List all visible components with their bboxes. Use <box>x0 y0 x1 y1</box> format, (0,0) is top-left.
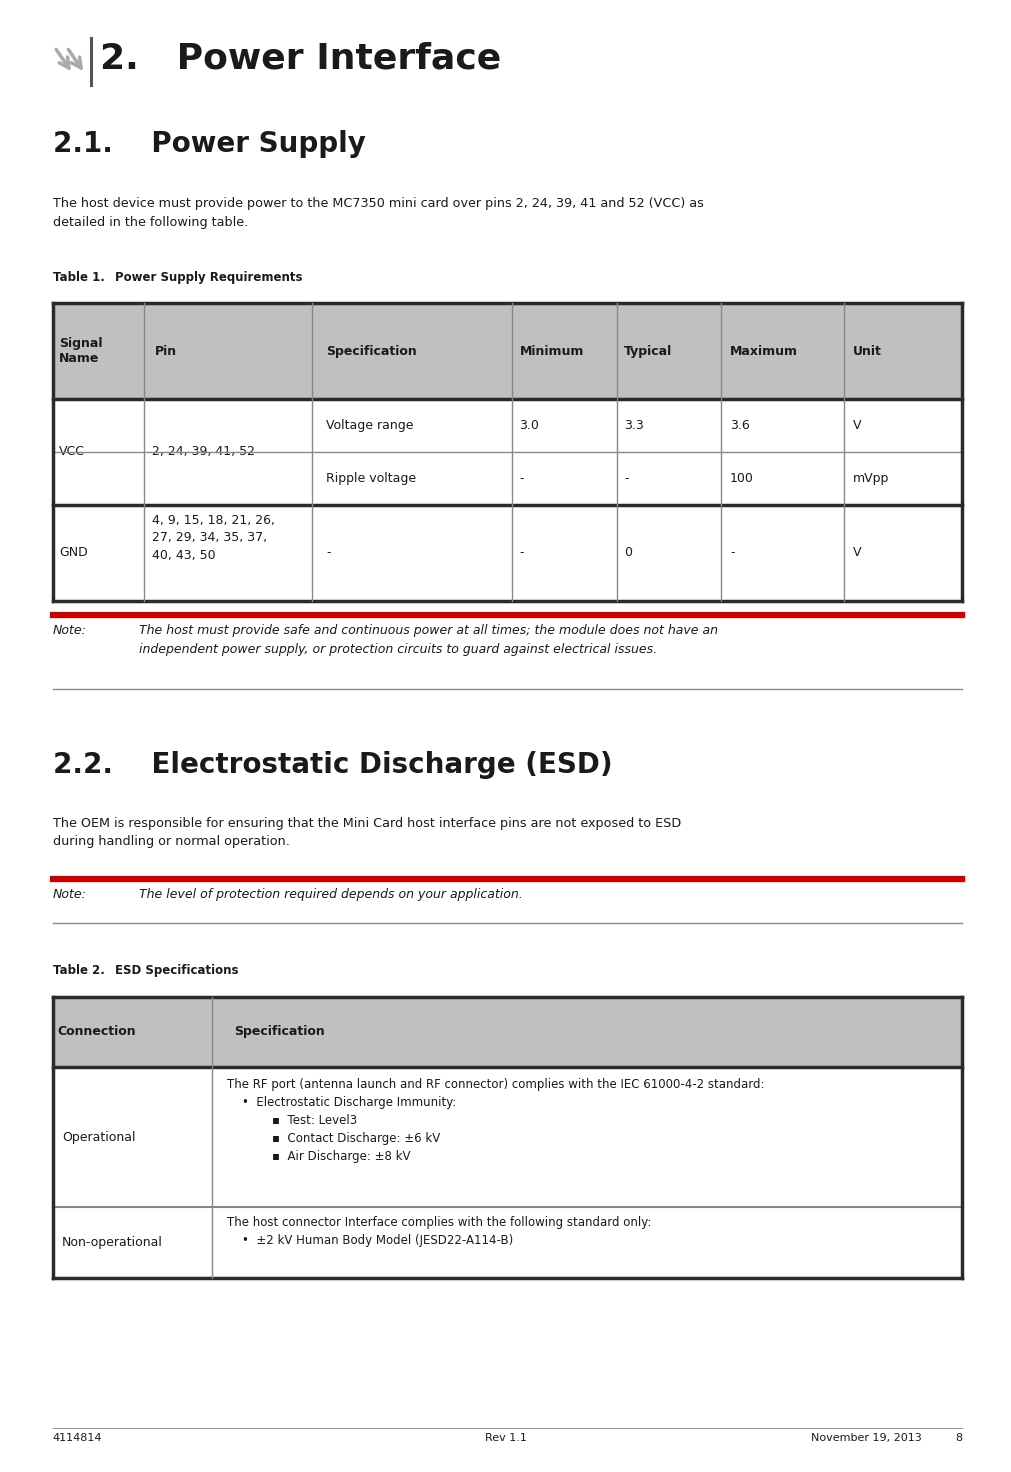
Text: Ripple voltage: Ripple voltage <box>326 473 417 484</box>
Text: 4114814: 4114814 <box>53 1432 102 1443</box>
Text: 2.2.    Electrostatic Discharge (ESD): 2.2. Electrostatic Discharge (ESD) <box>53 751 613 779</box>
Text: ESD Specifications: ESD Specifications <box>115 964 239 977</box>
Text: Typical: Typical <box>624 344 672 358</box>
Text: VCC: VCC <box>59 446 85 458</box>
Text: The OEM is responsible for ensuring that the Mini Card host interface pins are n: The OEM is responsible for ensuring that… <box>53 817 680 848</box>
Text: 3.0: 3.0 <box>520 420 539 431</box>
Text: Maximum: Maximum <box>730 344 798 358</box>
Text: V: V <box>852 420 861 431</box>
Text: Operational: Operational <box>62 1130 135 1144</box>
Text: Minimum: Minimum <box>520 344 583 358</box>
Text: Rev 1.1: Rev 1.1 <box>484 1432 527 1443</box>
Text: -: - <box>730 546 734 559</box>
Text: -: - <box>624 473 629 484</box>
Bar <box>53 505 962 601</box>
Text: The host device must provide power to the MC7350 mini card over pins 2, 24, 39, : The host device must provide power to th… <box>53 197 704 228</box>
Text: 0: 0 <box>624 546 632 559</box>
Bar <box>53 1067 962 1207</box>
Text: 8: 8 <box>955 1432 962 1443</box>
Bar <box>53 399 962 452</box>
Text: Unit: Unit <box>852 344 882 358</box>
Text: The RF port (antenna launch and RF connector) complies with the IEC 61000-4-2 st: The RF port (antenna launch and RF conne… <box>226 1078 764 1163</box>
Text: Power Supply Requirements: Power Supply Requirements <box>115 271 302 284</box>
Text: Table 1.: Table 1. <box>53 271 104 284</box>
Text: 2.1.    Power Supply: 2.1. Power Supply <box>53 130 365 158</box>
Text: Specification: Specification <box>326 344 417 358</box>
Text: V: V <box>852 546 861 559</box>
Text: Voltage range: Voltage range <box>326 420 413 431</box>
Text: Specification: Specification <box>235 1026 326 1038</box>
Text: Pin: Pin <box>156 344 178 358</box>
Text: Note:: Note: <box>53 624 87 637</box>
Text: mVpp: mVpp <box>852 473 889 484</box>
Text: Note:: Note: <box>53 888 87 901</box>
Text: 3.3: 3.3 <box>624 420 644 431</box>
Text: The host must provide safe and continuous power at all times; the module does no: The host must provide safe and continuou… <box>139 624 718 655</box>
Text: 2, 24, 39, 41, 52: 2, 24, 39, 41, 52 <box>152 446 255 458</box>
Text: The host connector Interface complies with the following standard only:
    •  ±: The host connector Interface complies wi… <box>226 1216 651 1247</box>
Bar <box>53 303 962 399</box>
Text: The level of protection required depends on your application.: The level of protection required depends… <box>139 888 523 901</box>
Text: 100: 100 <box>730 473 754 484</box>
Text: -: - <box>326 546 331 559</box>
Text: 3.6: 3.6 <box>730 420 750 431</box>
Text: GND: GND <box>59 546 88 559</box>
Text: -: - <box>520 546 524 559</box>
Bar <box>53 452 962 505</box>
Text: November 19, 2013: November 19, 2013 <box>811 1432 922 1443</box>
Bar <box>53 997 962 1067</box>
Bar <box>53 1207 962 1278</box>
Text: Table 2.: Table 2. <box>53 964 104 977</box>
Text: Signal
Name: Signal Name <box>59 337 102 365</box>
Text: Non-operational: Non-operational <box>62 1236 163 1248</box>
Text: Connection: Connection <box>58 1026 135 1038</box>
Text: 4, 9, 15, 18, 21, 26,
27, 29, 34, 35, 37,
40, 43, 50: 4, 9, 15, 18, 21, 26, 27, 29, 34, 35, 37… <box>152 514 275 562</box>
Text: 2.   Power Interface: 2. Power Interface <box>100 41 501 75</box>
Text: -: - <box>520 473 524 484</box>
